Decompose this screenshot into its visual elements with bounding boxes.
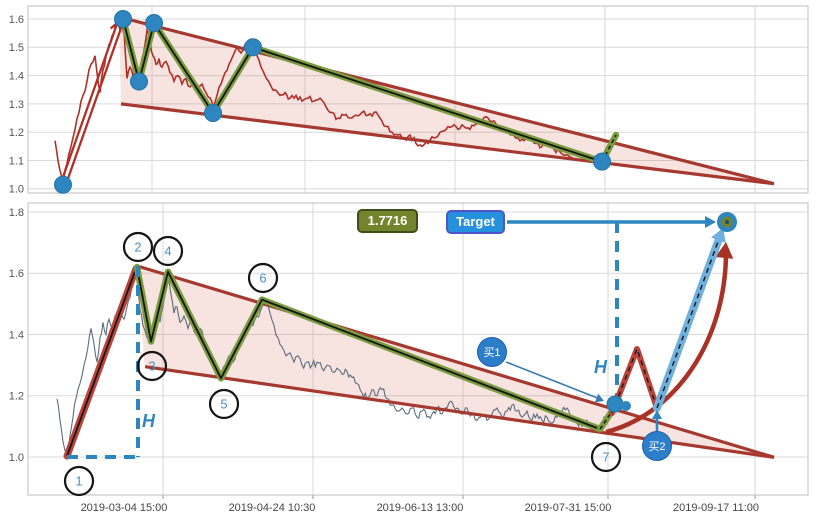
target-label: Target xyxy=(446,210,505,234)
projection-zigzag-core xyxy=(611,347,658,414)
buy2-marker: 买2 xyxy=(642,431,672,461)
upper-trendline xyxy=(135,264,775,459)
buy2-pointer-arrowhead xyxy=(652,410,662,419)
price-line xyxy=(56,270,614,456)
buy1-marker: 买1 xyxy=(477,337,507,367)
x-axis-date-label: 2019-03-04 15:00 xyxy=(81,502,168,514)
y-tick-label: 1.2 xyxy=(9,391,24,403)
height-h-label-2: H xyxy=(594,357,607,377)
x-axis-date-label: 2019-04-24 10:30 xyxy=(229,502,316,514)
pivot-number-circle xyxy=(122,231,154,263)
pivot-dot xyxy=(593,152,611,171)
pivot-number-text: 3 xyxy=(148,359,155,374)
y-tick-label: 1.5 xyxy=(9,42,24,54)
y-tick-label: 1.2 xyxy=(9,127,24,139)
target-arrowhead xyxy=(705,216,716,228)
x-axis-date-label: 2019-07-31 15:00 xyxy=(525,502,612,514)
pivot-dot xyxy=(204,104,222,122)
detail-panel-border xyxy=(27,202,809,496)
x-axis-date-label: 2019-09-17 11:00 xyxy=(673,502,759,514)
y-tick-label: 1.0 xyxy=(9,184,24,196)
y-tick-label: 1.0 xyxy=(9,452,24,464)
pivot-number-circle xyxy=(152,235,184,267)
y-tick-label: 1.4 xyxy=(9,329,24,341)
projection-curve xyxy=(605,251,729,435)
upper-trendline xyxy=(118,15,775,186)
buy1-pointer-arrowhead xyxy=(594,393,604,403)
pivot-dot xyxy=(54,175,72,194)
pivot-number-text: 4 xyxy=(164,244,171,259)
pivot-dot xyxy=(114,10,132,28)
pivot-dot xyxy=(244,38,262,57)
y-tick-label: 1.1 xyxy=(9,155,24,167)
y-tick-label: 1.8 xyxy=(9,207,24,219)
pivot-number-text: 7 xyxy=(602,450,609,465)
breakout-dot xyxy=(606,395,624,413)
buy1-pointer-line xyxy=(505,361,601,400)
height-h-label-1: H xyxy=(142,411,155,431)
overview-panel: 1.6 1.5 1.4 1.3 1.2 1.1 1.0 xyxy=(9,5,809,196)
y-tick-label: 1.6 xyxy=(9,14,24,26)
pivot-number-text: 5 xyxy=(220,397,227,412)
y-tick-label: 1.3 xyxy=(9,99,24,111)
pivot-number-circle xyxy=(208,388,240,420)
measured-height-value-label: 1.7716 xyxy=(357,209,418,233)
zigzag-core-line xyxy=(122,18,603,163)
breakout-hook-core xyxy=(601,134,617,162)
impulse-segment-core xyxy=(66,268,137,457)
projection-curve-arrowhead xyxy=(715,242,734,259)
pivot-number-circle xyxy=(247,262,279,294)
pivot-number-circle xyxy=(136,350,168,382)
y-tick-label: 1.4 xyxy=(9,70,24,82)
projection-blue-arrow-core xyxy=(656,239,720,409)
pivot-number-text: 1 xyxy=(75,474,82,489)
detail-panel: 1.8 1.6 1.4 1.2 1.0 2019-03-04 15:00 2019-04-2… xyxy=(9,202,809,514)
y-tick-label: 1.6 xyxy=(9,268,24,280)
pivot-dot xyxy=(145,14,163,32)
pivot-number-text: 2 xyxy=(134,240,141,255)
overview-panel-border xyxy=(27,5,809,194)
projection-blue-arrowhead xyxy=(711,228,726,243)
pivot-number-text: 6 xyxy=(259,271,266,286)
target-point-center xyxy=(725,220,729,224)
pivot-number-circle xyxy=(590,441,622,473)
impulse-arrow-edge xyxy=(64,23,124,187)
impulse-arrow-edge xyxy=(59,21,119,185)
pivot-number-circle xyxy=(63,465,95,497)
breakout-dot-secondary xyxy=(621,401,631,411)
pivot-dot xyxy=(130,72,148,91)
lower-trendline xyxy=(120,102,775,186)
x-axis-date-label: 2019-06-13 13:00 xyxy=(377,502,464,514)
zigzag-core-line xyxy=(136,266,601,430)
